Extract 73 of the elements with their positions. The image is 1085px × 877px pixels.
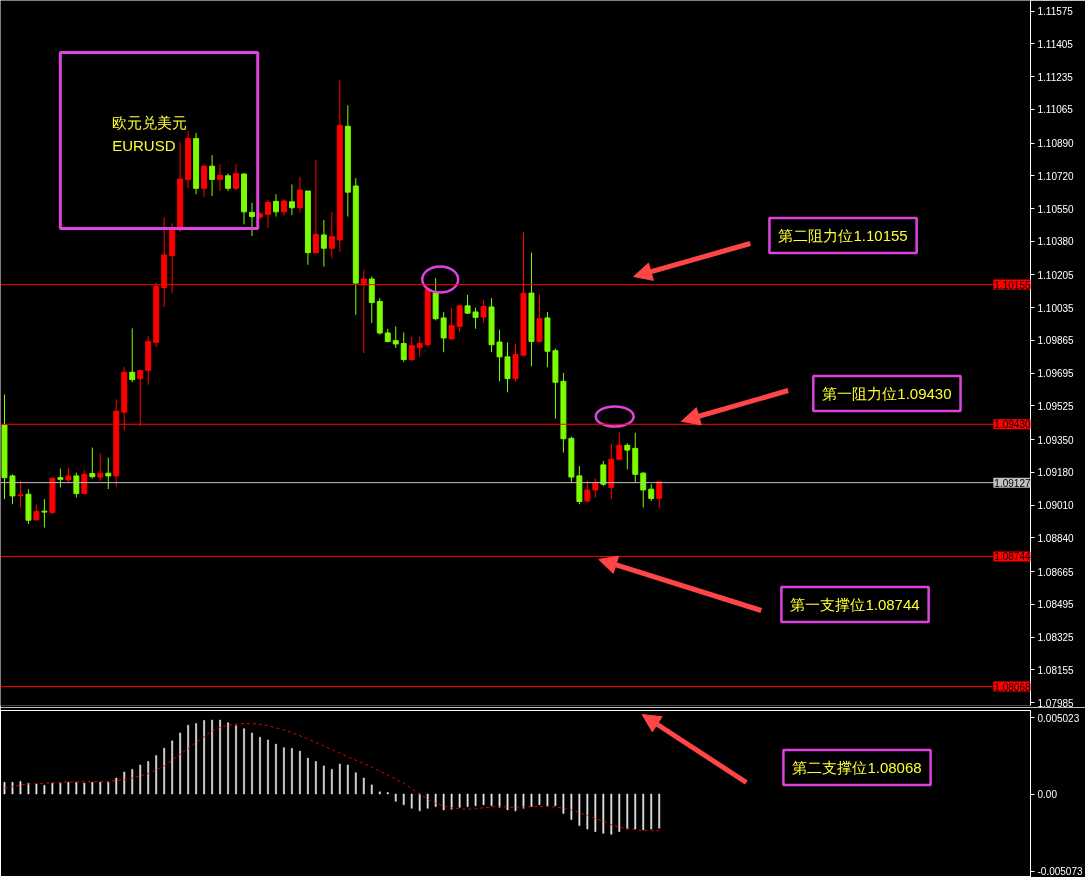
candlestick bbox=[400, 331, 407, 363]
candlestick bbox=[217, 163, 224, 192]
annotation: 第一阻力位1.09430 bbox=[822, 385, 952, 402]
y-tick-label: 1.09350 bbox=[1037, 434, 1075, 446]
ref-line-label: 1.08744 bbox=[994, 551, 1031, 563]
y-tick-label: 1.10550 bbox=[1037, 203, 1075, 215]
candlestick bbox=[440, 311, 447, 353]
candlestick bbox=[640, 471, 647, 508]
y-tick-label: 1.08325 bbox=[1037, 632, 1075, 644]
y-tick-label: 0.005023 bbox=[1037, 712, 1080, 724]
y-tick-label: 1.08495 bbox=[1037, 599, 1075, 611]
y-tick-label: 1.11575 bbox=[1037, 6, 1074, 18]
y-tick-label: 1.11065 bbox=[1037, 104, 1074, 116]
y-tick-label: 1.10205 bbox=[1037, 269, 1075, 281]
ref-line-label: 1.08068 bbox=[994, 681, 1031, 693]
y-tick-label: 1.09010 bbox=[1037, 500, 1075, 512]
text: EURUSD bbox=[112, 137, 176, 154]
candlestick bbox=[480, 299, 487, 323]
candlestick bbox=[89, 447, 96, 480]
candlestick bbox=[408, 336, 415, 362]
y-tick-label: 1.09695 bbox=[1037, 368, 1075, 380]
candlestick bbox=[249, 202, 255, 237]
y-tick-label: 1.07985 bbox=[1037, 697, 1075, 709]
y-tick-label: 1.11235 bbox=[1037, 71, 1074, 83]
candlestick bbox=[209, 154, 216, 197]
candlestick bbox=[320, 219, 327, 268]
candlestick bbox=[296, 176, 303, 214]
y-tick-label: 1.11405 bbox=[1037, 38, 1074, 50]
line-series bbox=[3, 723, 660, 832]
candlestick bbox=[392, 325, 399, 349]
candlestick bbox=[57, 468, 64, 488]
ref-line-label: 1.09430 bbox=[994, 419, 1031, 431]
candlestick bbox=[272, 193, 279, 218]
y-tick-label: 0.00 bbox=[1037, 789, 1058, 800]
candlestick bbox=[536, 293, 543, 344]
y-tick-label: 1.10890 bbox=[1037, 138, 1075, 150]
y-tick-label: 1.08665 bbox=[1037, 566, 1075, 578]
candlestick bbox=[624, 442, 631, 470]
candlestick bbox=[201, 163, 208, 198]
candlestick bbox=[312, 159, 319, 254]
candlestick bbox=[592, 478, 599, 498]
candlestick bbox=[368, 276, 375, 324]
annotation: 第二阻力位1.10155 bbox=[778, 227, 908, 244]
y-tick-label: 1.09525 bbox=[1037, 400, 1075, 412]
candlestick bbox=[504, 341, 511, 393]
candlestick bbox=[105, 457, 112, 490]
y-tick-label: 1.08155 bbox=[1037, 664, 1075, 676]
candlestick bbox=[288, 183, 295, 216]
ref-line-label: 1.09127 bbox=[994, 477, 1031, 489]
candlestick bbox=[600, 460, 607, 487]
candlestick bbox=[416, 335, 423, 358]
candlestick bbox=[265, 199, 271, 229]
candlestick bbox=[656, 480, 663, 508]
y-tick-label: 1.10720 bbox=[1037, 170, 1075, 182]
candlestick bbox=[81, 469, 88, 495]
annotation: 第一支撑位1.08744 bbox=[790, 596, 920, 613]
candlestick bbox=[233, 163, 240, 191]
y-tick-label: 1.09180 bbox=[1037, 467, 1075, 479]
candlestick bbox=[328, 211, 335, 259]
y-tick-label: 1.08840 bbox=[1037, 532, 1075, 544]
candlestick bbox=[616, 431, 623, 460]
candlestick bbox=[17, 480, 24, 508]
y-tick-label: -0.005073 bbox=[1037, 866, 1083, 877]
text: 欧元兑美元 bbox=[112, 114, 188, 131]
text: 第二支撑位1.08068 bbox=[792, 759, 922, 776]
ref-line-label: 1.10155 bbox=[994, 279, 1031, 291]
y-tick-label: 1.09865 bbox=[1037, 335, 1075, 347]
candlestick bbox=[129, 327, 136, 383]
candlestick bbox=[41, 498, 48, 529]
y-tick-label: 1.10380 bbox=[1037, 236, 1075, 248]
y-tick-label: 1.10035 bbox=[1037, 302, 1075, 314]
candlestick bbox=[97, 452, 104, 482]
candlestick bbox=[73, 472, 80, 498]
